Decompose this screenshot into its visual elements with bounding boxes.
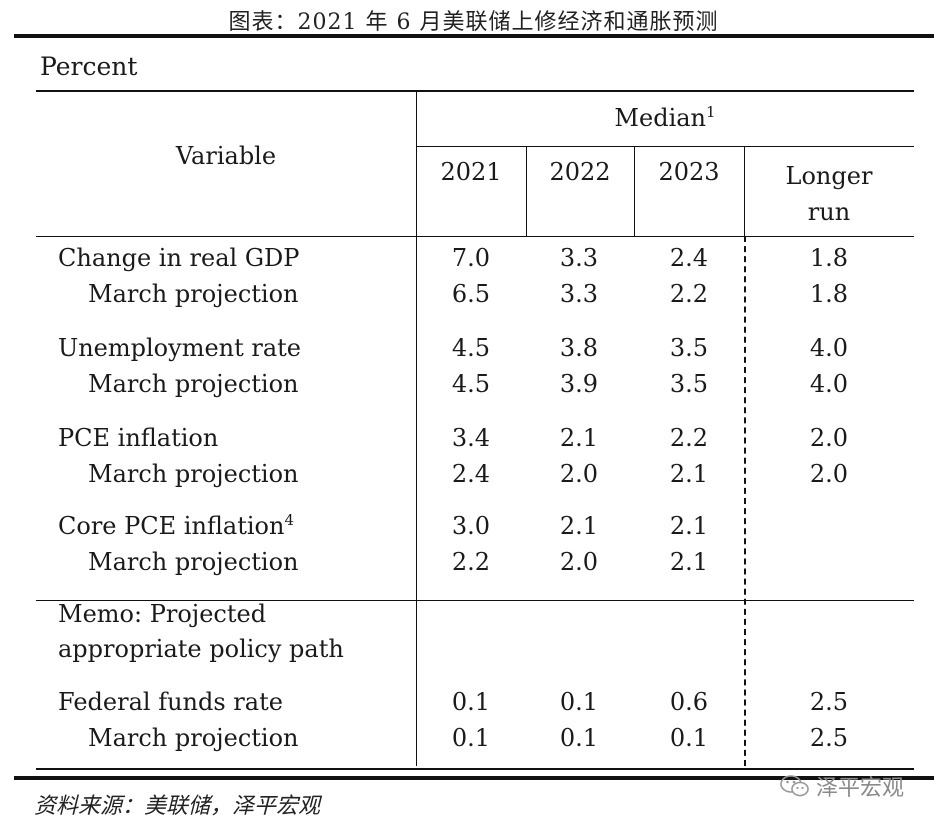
memo-line-2: appropriate policy path (58, 635, 344, 663)
header-longer-run: Longer run (785, 162, 873, 226)
table-cell: 3.4 (451, 424, 491, 452)
table-cell: 2.2 (451, 548, 491, 576)
divider-year-1 (526, 146, 527, 236)
table-cell: 0.6 (669, 688, 709, 716)
memo-row-label: Federal funds rate (58, 688, 283, 716)
table-cell: 3.5 (669, 370, 709, 398)
row-label: March projection (88, 548, 299, 576)
projection-table: Variable Median1 2021 2022 2023 Longer r… (36, 90, 914, 770)
table-cell: 2.1 (669, 548, 709, 576)
table-cell: 2.0 (559, 460, 599, 488)
table-cell: 2.4 (451, 460, 491, 488)
source-note: 资料来源：美联储，泽平宏观 (34, 794, 321, 819)
table-cell: 0.1 (559, 724, 599, 752)
table-cell: 2.1 (669, 512, 709, 540)
memo-line-1: Memo: Projected (58, 600, 267, 628)
table-cell: 2.0 (559, 548, 599, 576)
table-cell: 3.9 (559, 370, 599, 398)
rule-memo (36, 600, 914, 601)
row-label: Change in real GDP (58, 244, 300, 272)
table-cell: 0.1 (559, 688, 599, 716)
table-cell: 0.1 (669, 724, 709, 752)
row-label: March projection (88, 280, 299, 308)
footnote-marker: 1 (706, 103, 716, 121)
table-cell: 3.3 (559, 280, 599, 308)
header-median: Median1 (614, 103, 716, 132)
row-label: PCE inflation (58, 424, 219, 452)
table-cell: 1.8 (809, 244, 849, 272)
header-year-2023: 2023 (658, 158, 720, 186)
row-label: March projection (88, 460, 299, 488)
unit-label: Percent (40, 52, 138, 81)
row-label: Unemployment rate (58, 334, 302, 362)
table-cell: 2.1 (669, 460, 709, 488)
table-cell: 2.2 (669, 424, 709, 452)
dashed-divider-longer-run (744, 236, 746, 766)
wechat-icon (780, 775, 810, 797)
table-cell: 4.5 (451, 370, 491, 398)
table-cell: 2.0 (809, 460, 849, 488)
watermark-text: 泽平宏观 (816, 776, 905, 801)
memo-row-label: March projection (88, 724, 299, 752)
title-rule (14, 34, 934, 38)
table-cell: 2.0 (809, 424, 849, 452)
divider-year-3 (744, 146, 745, 236)
table-cell: 3.3 (559, 244, 599, 272)
table-cell: 4.0 (809, 370, 849, 398)
rule-median (416, 146, 914, 147)
header-year-2021: 2021 (440, 158, 502, 186)
table-cell: 3.5 (669, 334, 709, 362)
table-cell: 2.5 (809, 724, 849, 752)
table-cell: 3.0 (451, 512, 491, 540)
figure-title: 图表：2021 年 6 月美联储上修经济和通胀预测 (228, 10, 719, 35)
table-cell: 0.1 (451, 688, 491, 716)
row-label: Core PCE inflation4 (58, 511, 294, 540)
table-cell: 2.1 (559, 512, 599, 540)
row-label: March projection (88, 370, 299, 398)
table-cell: 4.5 (451, 334, 491, 362)
divider-variable (416, 92, 417, 766)
header-year-2022: 2022 (549, 158, 611, 186)
table-cell: 1.8 (809, 280, 849, 308)
table-cell: 2.2 (669, 280, 709, 308)
table-cell: 6.5 (451, 280, 491, 308)
header-variable: Variable (175, 142, 277, 170)
table-cell: 7.0 (451, 244, 491, 272)
table-cell: 3.8 (559, 334, 599, 362)
divider-year-2 (634, 146, 635, 236)
rule-header (36, 236, 914, 237)
table-cell: 2.5 (809, 688, 849, 716)
watermark: 泽平宏观 (780, 770, 904, 802)
table-cell: 2.4 (669, 244, 709, 272)
table-cell: 2.1 (559, 424, 599, 452)
table-cell: 0.1 (451, 724, 491, 752)
bottom-rule (14, 776, 934, 780)
table-cell: 4.0 (809, 334, 849, 362)
footnote-marker: 4 (284, 511, 294, 529)
